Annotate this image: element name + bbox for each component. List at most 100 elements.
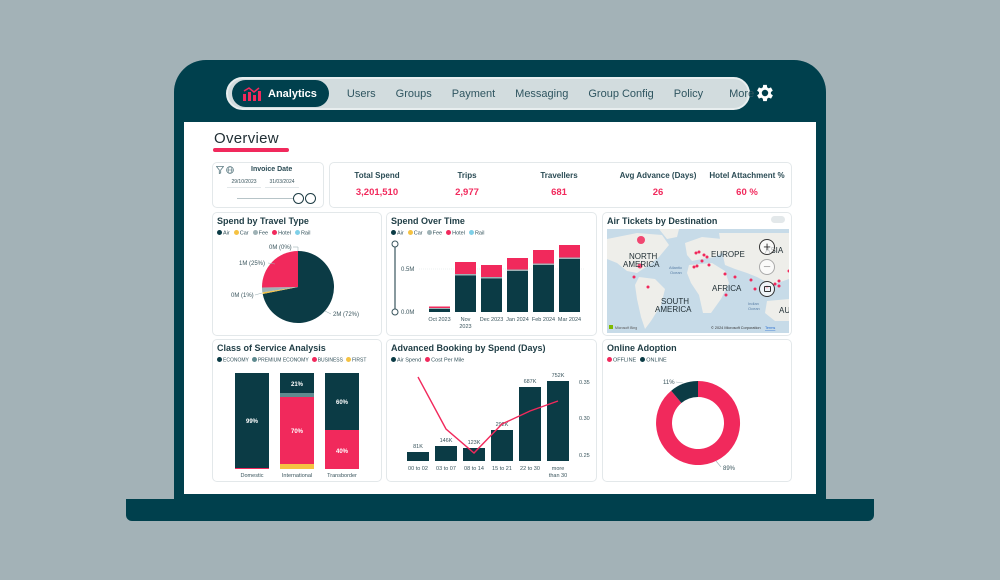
kpi-label: Travellers — [540, 171, 578, 180]
svg-text:123K: 123K — [468, 440, 481, 446]
select-region-button[interactable] — [759, 281, 775, 297]
kpi-avg-advance: Avg Advance (Days) 26 — [613, 171, 703, 198]
kpi-label: Total Spend — [354, 171, 400, 180]
legend-item-air[interactable]: Air — [217, 230, 230, 237]
svg-text:0.0M: 0.0M — [401, 310, 414, 316]
kpi-value: 2,977 — [455, 187, 479, 198]
zoom-in-button[interactable]: + — [759, 239, 775, 255]
title-underline — [213, 148, 289, 152]
globe-icon[interactable] — [226, 166, 234, 174]
kpi-value: 60 % — [736, 187, 758, 198]
chart-legend: ECONOMY PREMIUM ECONOMY BUSINESS FIRST — [217, 357, 366, 364]
nav-more-label: More — [729, 87, 755, 100]
svg-text:Oct 2023: Oct 2023 — [428, 317, 450, 323]
svg-text:21%: 21% — [291, 382, 304, 388]
map-area[interactable]: NORTH AMERICA EUROPE ASIA AFRICA SOUTH A… — [607, 229, 789, 333]
legend-item-car[interactable]: Car — [233, 230, 249, 237]
legend-item-air[interactable]: Air — [391, 230, 404, 237]
svg-text:more: more — [552, 466, 565, 472]
legend-item-business[interactable]: BUSINESS — [311, 357, 343, 364]
percent-stacked-bar-chart[interactable]: 99% 21% 70% 60% 40% Domestic Internation… — [213, 340, 383, 483]
date-slider-end-handle[interactable] — [305, 193, 316, 204]
svg-text:Domestic: Domestic — [241, 473, 264, 479]
svg-text:08 to 14: 08 to 14 — [464, 466, 484, 472]
laptop-base — [126, 499, 874, 521]
zoom-out-button[interactable]: − — [759, 259, 775, 275]
chart-legend: Air Car Fee Hotel Rail — [217, 230, 310, 237]
nav-tab-users[interactable]: Users — [346, 87, 376, 100]
chart-legend: Air Spend Cost Per Mile — [391, 357, 464, 364]
nav-tab-policy[interactable]: Policy — [673, 87, 704, 100]
nav-tab-messaging[interactable]: Messaging — [515, 87, 569, 100]
svg-text:ASIA: ASIA — [765, 246, 784, 255]
kpi-card: Total Spend 3,201,510 Trips 2,977 Travel… — [329, 162, 792, 208]
svg-text:0M (1%): 0M (1%) — [231, 293, 254, 299]
legend-item-fee[interactable]: Fee — [252, 230, 268, 237]
legend-item-first[interactable]: FIRST — [345, 357, 366, 364]
end-date-input[interactable]: 31/03/2024 — [265, 179, 299, 188]
nav-tab-group-config[interactable]: Group Config — [588, 87, 654, 100]
svg-text:Atlantic: Atlantic — [669, 265, 682, 270]
chart-legend: OFFLINE ONLINE — [607, 357, 667, 364]
svg-text:146K: 146K — [440, 438, 453, 444]
svg-text:Jan 2024: Jan 2024 — [506, 317, 529, 323]
card-title: Class of Service Analysis — [217, 343, 326, 353]
nav-tab-label: Analytics — [268, 87, 317, 100]
svg-text:70%: 70% — [291, 429, 304, 435]
pie-chart[interactable]: 0M (0%) 1M (25%) 0M (1%) 2M (72%) — [213, 239, 383, 335]
advanced-booking-card: Advanced Booking by Spend (Days) Air Spe… — [386, 339, 597, 482]
nav-tab-analytics[interactable]: Analytics — [232, 80, 329, 107]
legend-item-hotel[interactable]: Hotel — [446, 230, 465, 237]
card-title: Air Tickets by Destination — [607, 216, 718, 226]
svg-text:11%: 11% — [663, 380, 675, 386]
legend-item-car[interactable]: Car — [407, 230, 423, 237]
svg-text:Feb 2024: Feb 2024 — [532, 317, 555, 323]
date-slider-track — [237, 198, 303, 199]
legend-item-offline[interactable]: OFFLINE — [607, 357, 636, 364]
legend-item-rail[interactable]: Rail — [468, 230, 484, 237]
svg-text:40%: 40% — [336, 449, 349, 455]
donut-chart[interactable]: 11% 89% — [603, 340, 793, 483]
kpi-value: 681 — [551, 187, 567, 198]
svg-text:0.25: 0.25 — [579, 453, 590, 459]
kpi-label: Hotel Attachment % — [709, 171, 785, 180]
svg-text:Mar 2024: Mar 2024 — [558, 317, 581, 323]
svg-text:EUROPE: EUROPE — [711, 250, 745, 259]
combo-bar-line-chart[interactable]: 81K 146K 123K 292K 687K 752K 0.35 0.30 0… — [387, 340, 598, 483]
date-slider-start-handle[interactable] — [293, 193, 304, 204]
legend-item-rail[interactable]: Rail — [294, 230, 310, 237]
kpi-total-spend: Total Spend 3,201,510 — [332, 171, 422, 198]
filter-label: Invoice Date — [251, 166, 293, 173]
svg-text:81K: 81K — [413, 444, 423, 450]
legend-item-fee[interactable]: Fee — [426, 230, 442, 237]
svg-text:© 2024 Microsoft Corporation: © 2024 Microsoft Corporation — [711, 326, 761, 330]
legend-item-air-spend[interactable]: Air Spend — [391, 357, 421, 364]
start-date-input[interactable]: 29/10/2023 — [227, 179, 261, 188]
stacked-bar-chart[interactable]: 0.5M 0.0M — [387, 213, 598, 337]
filter-icon[interactable] — [216, 166, 224, 174]
nav-tab-groups[interactable]: Groups — [395, 87, 432, 100]
svg-text:Indian: Indian — [748, 301, 759, 306]
svg-text:Transborder: Transborder — [327, 473, 357, 479]
card-title: Advanced Booking by Spend (Days) — [391, 343, 546, 353]
legend-item-online[interactable]: ONLINE — [640, 357, 667, 364]
svg-text:AMERICA: AMERICA — [655, 305, 692, 314]
spend-by-travel-type-card: Spend by Travel Type Air Car Fee Hotel R… — [212, 212, 382, 336]
svg-text:Nov: Nov — [461, 317, 471, 323]
kpi-hotel-attachment: Hotel Attachment % 60 % — [702, 171, 792, 198]
legend-item-economy[interactable]: ECONOMY — [217, 357, 249, 364]
svg-text:Terms: Terms — [765, 326, 775, 330]
nav-tab-payment[interactable]: Payment — [451, 87, 496, 100]
nav-more-dropdown[interactable]: More — [721, 88, 775, 100]
legend-item-hotel[interactable]: Hotel — [272, 230, 291, 237]
map-toggle[interactable] — [771, 216, 785, 223]
gear-icon[interactable] — [754, 82, 776, 104]
legend-item-premium-economy[interactable]: PREMIUM ECONOMY — [251, 357, 309, 364]
kpi-label: Avg Advance (Days) — [619, 171, 697, 180]
svg-text:Dec 2023: Dec 2023 — [480, 317, 504, 323]
svg-text:than 30: than 30 — [549, 473, 567, 479]
analytics-icon — [243, 86, 261, 101]
kpi-value: 3,201,510 — [355, 187, 399, 198]
spend-over-time-card: Spend Over Time Air Car Fee Hotel Rail 0… — [386, 212, 597, 336]
legend-item-cost-per-mile[interactable]: Cost Per Mile — [425, 357, 464, 364]
